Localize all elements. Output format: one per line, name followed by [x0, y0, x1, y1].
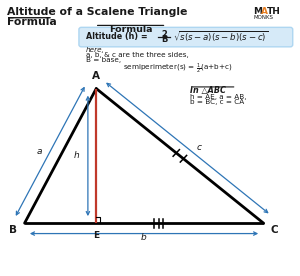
Text: In △ABC: In △ABC	[190, 86, 226, 95]
Text: M: M	[253, 7, 262, 16]
Text: $\sqrt{s(s-a)(s-b)(s-c)}$: $\sqrt{s(s-a)(s-b)(s-c)}$	[173, 29, 268, 44]
Text: 2: 2	[161, 30, 167, 39]
Text: h = AE, a = AB,: h = AE, a = AB,	[190, 94, 247, 100]
Text: A: A	[92, 71, 100, 81]
Text: Altitude of a Scalene Triangle: Altitude of a Scalene Triangle	[7, 7, 187, 17]
Text: A: A	[261, 7, 268, 16]
Text: a, b, & c are the three sides,: a, b, & c are the three sides,	[86, 52, 188, 58]
Text: Formula: Formula	[109, 25, 152, 34]
Text: E: E	[93, 231, 99, 240]
Text: B: B	[9, 225, 17, 235]
FancyBboxPatch shape	[79, 27, 293, 47]
Text: h: h	[74, 151, 80, 160]
Text: B: B	[161, 35, 167, 44]
Text: MONKS: MONKS	[254, 15, 274, 20]
Text: here,: here,	[86, 47, 105, 53]
Text: b = BC, c = CA: b = BC, c = CA	[190, 99, 244, 105]
Text: C: C	[271, 225, 279, 235]
Text: TH: TH	[267, 7, 281, 16]
Text: semiperimeter(s) = $\frac{1}{2}$(a+b+c): semiperimeter(s) = $\frac{1}{2}$(a+b+c)	[123, 62, 233, 76]
Text: c: c	[196, 144, 201, 153]
Text: B = base,: B = base,	[86, 57, 121, 63]
Text: Formula: Formula	[7, 17, 56, 27]
Text: b: b	[141, 233, 147, 242]
Text: a: a	[37, 147, 43, 156]
Text: Altitude (h) =: Altitude (h) =	[86, 32, 150, 41]
